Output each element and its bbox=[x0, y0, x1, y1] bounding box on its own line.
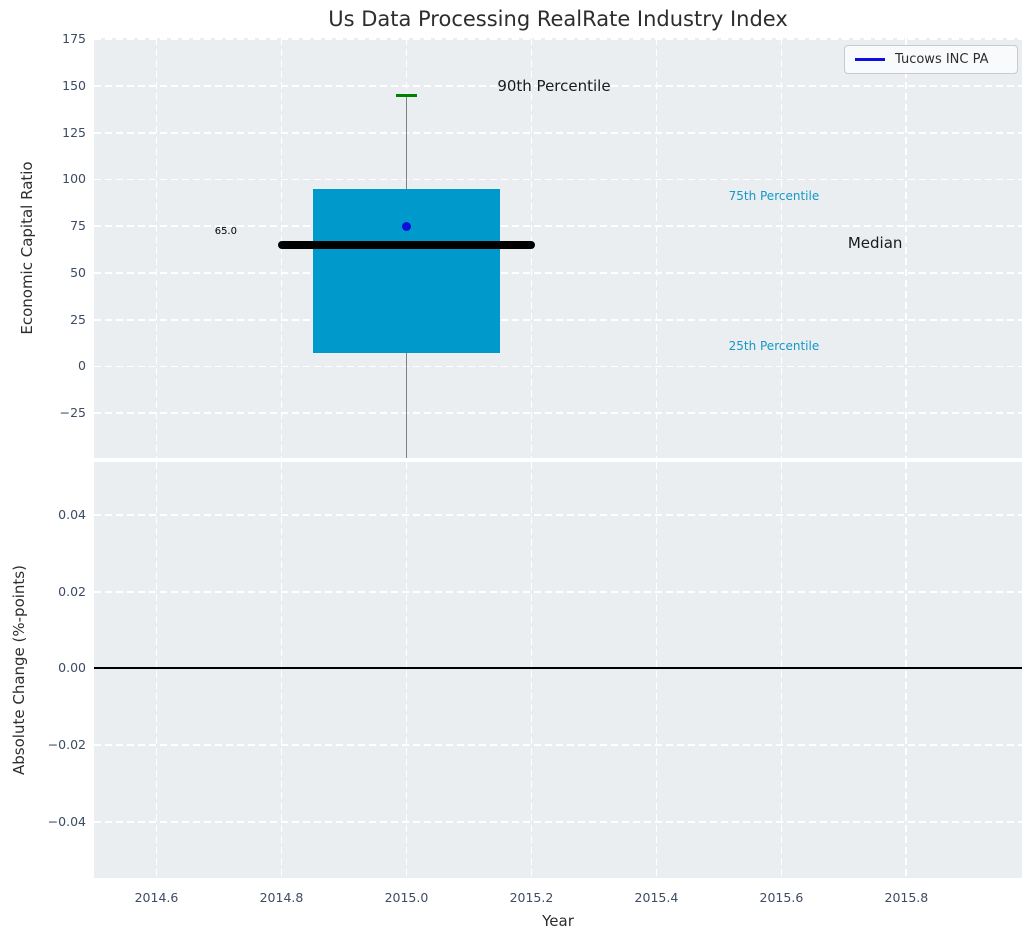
company-point bbox=[401, 221, 411, 231]
x-gridline bbox=[530, 462, 533, 878]
x-tick-label: 2015.4 bbox=[634, 890, 679, 905]
annotation-75th-percentile: 75th Percentile bbox=[728, 189, 820, 204]
x-tick-label: 2015.6 bbox=[759, 890, 804, 905]
y-gridline bbox=[94, 318, 1022, 321]
y-tick-label: 175 bbox=[62, 31, 86, 47]
x-tick-label: 2015.8 bbox=[884, 890, 929, 905]
y-tick-label: 0.02 bbox=[58, 583, 86, 599]
x-axis-label: Year bbox=[542, 912, 574, 930]
x-tick-label: 2015.2 bbox=[509, 890, 554, 905]
annotation-65-0: 65.0 bbox=[214, 225, 237, 237]
y-tick-label: −25 bbox=[59, 405, 86, 421]
y-gridline bbox=[94, 85, 1022, 87]
x-gridline bbox=[905, 38, 908, 458]
y-tick-label: −0.04 bbox=[47, 813, 86, 829]
legend-label: Tucows INC PA bbox=[895, 52, 989, 67]
y-gridline bbox=[94, 272, 1022, 274]
annotation-25th-percentile: 25th Percentile bbox=[728, 338, 820, 353]
y-gridline bbox=[94, 821, 1022, 823]
y-gridline bbox=[94, 178, 1022, 181]
y-tick-label: 125 bbox=[62, 124, 86, 140]
chart-title: Us Data Processing RealRate Industry Ind… bbox=[328, 7, 788, 31]
annotation-90th-percentile: 90th Percentile bbox=[497, 77, 611, 96]
y-gridline bbox=[94, 131, 1022, 134]
p90-cap bbox=[396, 93, 417, 97]
y-tick-label: 75 bbox=[70, 218, 86, 234]
percentile-box bbox=[312, 188, 501, 354]
x-gridline bbox=[655, 38, 658, 458]
legend-line-sample bbox=[855, 58, 885, 61]
y-tick-label: 150 bbox=[62, 78, 86, 94]
x-gridline bbox=[280, 462, 283, 878]
y-tick-label: 0 bbox=[78, 358, 86, 374]
x-gridline bbox=[155, 38, 158, 458]
x-gridline bbox=[905, 462, 908, 878]
legend: Tucows INC PA bbox=[844, 45, 1018, 74]
y-tick-label: 0.00 bbox=[58, 660, 86, 676]
x-gridline bbox=[655, 462, 658, 878]
x-gridline bbox=[155, 462, 158, 878]
y-tick-label: 50 bbox=[70, 264, 86, 280]
x-gridline bbox=[780, 462, 783, 878]
y-gridline bbox=[94, 744, 1022, 747]
zero-line bbox=[94, 667, 1022, 670]
y-gridline bbox=[94, 365, 1022, 368]
y-tick-label: −0.02 bbox=[47, 737, 86, 753]
x-tick-label: 2014.6 bbox=[134, 890, 179, 905]
y-tick-label: 100 bbox=[62, 171, 86, 187]
bottom-plot-area bbox=[94, 462, 1022, 878]
y-gridline bbox=[94, 38, 1022, 41]
y-tick-label: 0.04 bbox=[58, 506, 86, 522]
x-gridline bbox=[405, 462, 408, 878]
y-axis-label-top: Economic Capital Ratio bbox=[18, 161, 36, 335]
top-plot-area: 65.0 90th Percentile 75th Percentile Median… bbox=[94, 38, 1022, 458]
y-gridline bbox=[94, 412, 1022, 415]
median-line bbox=[278, 240, 535, 249]
x-tick-label: 2014.8 bbox=[259, 890, 304, 905]
y-gridline bbox=[94, 590, 1022, 593]
y-tick-label: 25 bbox=[70, 311, 86, 327]
x-tick-label: 2015.0 bbox=[384, 890, 429, 905]
y-gridline bbox=[94, 225, 1022, 228]
x-gridline bbox=[780, 38, 783, 458]
annotation-median: Median bbox=[847, 234, 903, 253]
y-gridline bbox=[94, 514, 1022, 516]
